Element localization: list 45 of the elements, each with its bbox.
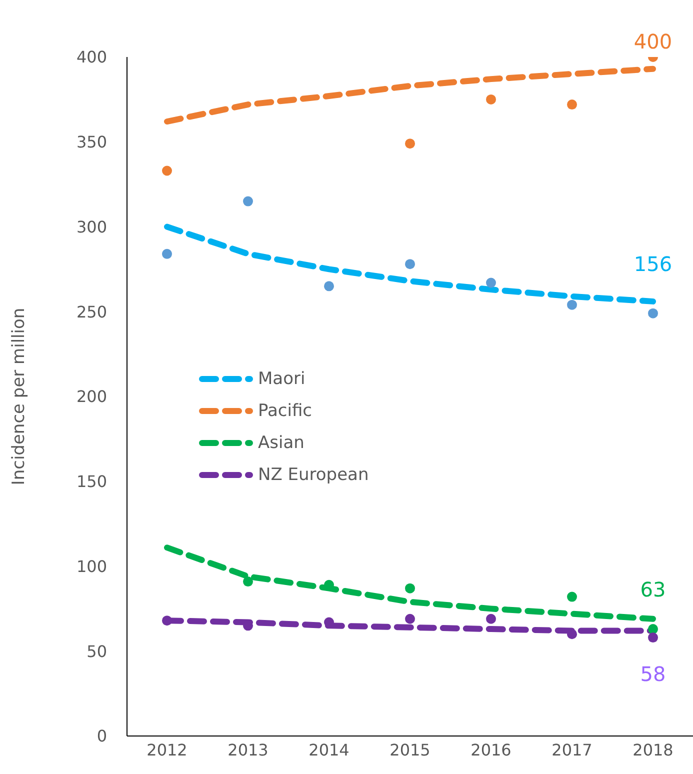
point <box>243 576 253 587</box>
point <box>162 248 172 259</box>
x-tick-label: 2016 <box>470 740 512 760</box>
legend-label: NZ European <box>258 465 369 485</box>
x-tick-label: 2015 <box>390 740 430 760</box>
point <box>648 632 658 643</box>
point <box>567 300 577 310</box>
y-tick-label: 150 <box>76 472 107 492</box>
point <box>486 278 496 288</box>
point <box>405 583 415 594</box>
point <box>567 592 577 602</box>
y-tick-label: 200 <box>76 387 107 406</box>
y-tick-label: 0 <box>96 726 107 746</box>
point <box>567 100 577 110</box>
point <box>405 259 415 270</box>
y-tick-label: 350 <box>76 132 107 152</box>
point <box>324 281 334 292</box>
y-axis-title: Incidence per million <box>9 308 30 486</box>
y-tick-label: 300 <box>76 217 107 236</box>
point <box>405 138 415 149</box>
x-tick-label: 2018 <box>632 740 674 760</box>
point <box>567 629 577 640</box>
annotation: 400 <box>634 29 672 54</box>
legend-label: Maori <box>258 369 306 389</box>
x-tick-label: 2013 <box>228 740 268 760</box>
point <box>486 94 496 104</box>
x-tick-label: 2017 <box>552 740 592 760</box>
point <box>405 614 415 624</box>
x-tick-label: 2014 <box>308 740 350 760</box>
annotation: 58 <box>640 662 666 686</box>
point <box>162 616 172 626</box>
point <box>648 624 658 634</box>
annotation: 63 <box>640 578 666 602</box>
x-tick-label: 2012 <box>146 740 188 760</box>
legend-label: Pacific <box>258 401 312 421</box>
y-tick-label: 100 <box>76 556 107 576</box>
y-tick-label: 400 <box>76 48 107 67</box>
point <box>486 614 496 624</box>
annotation: 156 <box>634 252 672 276</box>
y-tick-label: 250 <box>76 302 107 322</box>
point <box>162 166 172 176</box>
point <box>243 196 253 206</box>
legend-label: Asian <box>258 433 304 453</box>
y-tick-label: 50 <box>86 642 107 661</box>
point <box>648 308 658 318</box>
